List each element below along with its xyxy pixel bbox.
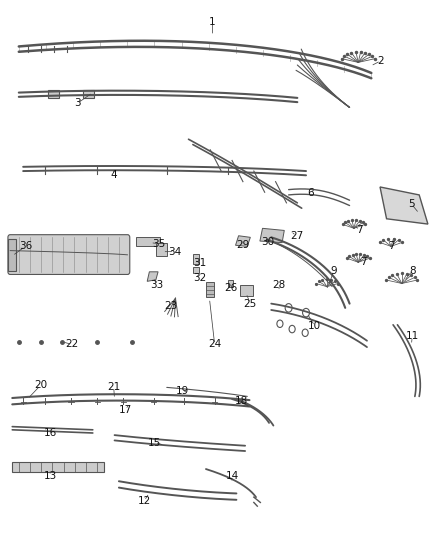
Text: 5: 5 — [408, 199, 415, 209]
Text: 13: 13 — [43, 471, 57, 481]
Polygon shape — [236, 236, 251, 246]
Text: 30: 30 — [261, 237, 274, 247]
Bar — [83, 91, 94, 98]
Text: 12: 12 — [138, 496, 151, 506]
Text: 1: 1 — [209, 17, 216, 27]
Text: 34: 34 — [168, 247, 181, 257]
Text: 35: 35 — [152, 239, 166, 249]
Text: 4: 4 — [110, 171, 117, 180]
Text: 9: 9 — [331, 266, 337, 276]
Text: 27: 27 — [290, 231, 303, 241]
Polygon shape — [380, 187, 428, 224]
Text: 7: 7 — [389, 241, 395, 252]
Text: 14: 14 — [226, 471, 240, 481]
Polygon shape — [260, 228, 284, 243]
Text: 6: 6 — [307, 188, 314, 198]
Text: 21: 21 — [107, 382, 120, 392]
Text: 11: 11 — [406, 332, 419, 342]
Bar — [156, 243, 167, 256]
Text: 10: 10 — [308, 321, 321, 331]
Bar — [193, 254, 199, 264]
Text: 18: 18 — [235, 396, 248, 406]
Text: 24: 24 — [208, 340, 221, 350]
Text: 8: 8 — [409, 266, 416, 276]
Bar — [48, 91, 59, 98]
Text: 2: 2 — [378, 56, 384, 66]
Text: 19: 19 — [175, 385, 189, 395]
Bar — [228, 280, 233, 287]
Text: 36: 36 — [19, 241, 32, 252]
Bar — [240, 285, 253, 296]
Text: 7: 7 — [356, 225, 363, 236]
Text: 15: 15 — [148, 438, 161, 448]
Polygon shape — [147, 272, 158, 281]
Text: 23: 23 — [165, 301, 178, 311]
Bar — [136, 237, 160, 246]
Text: 16: 16 — [43, 428, 57, 438]
Bar — [193, 266, 199, 273]
Text: 7: 7 — [360, 257, 367, 267]
Text: 32: 32 — [193, 273, 206, 283]
Text: 22: 22 — [65, 340, 78, 350]
Text: 33: 33 — [151, 279, 164, 289]
Text: 3: 3 — [74, 98, 81, 108]
Text: 31: 31 — [193, 259, 206, 268]
Text: 29: 29 — [236, 240, 249, 251]
Bar — [12, 462, 104, 472]
Bar — [8, 239, 16, 271]
Text: 17: 17 — [119, 405, 132, 415]
Text: 20: 20 — [34, 380, 47, 390]
Text: 25: 25 — [244, 298, 257, 309]
Text: 26: 26 — [225, 282, 238, 293]
FancyBboxPatch shape — [8, 235, 130, 274]
Text: 28: 28 — [272, 279, 286, 289]
Bar — [206, 282, 214, 297]
